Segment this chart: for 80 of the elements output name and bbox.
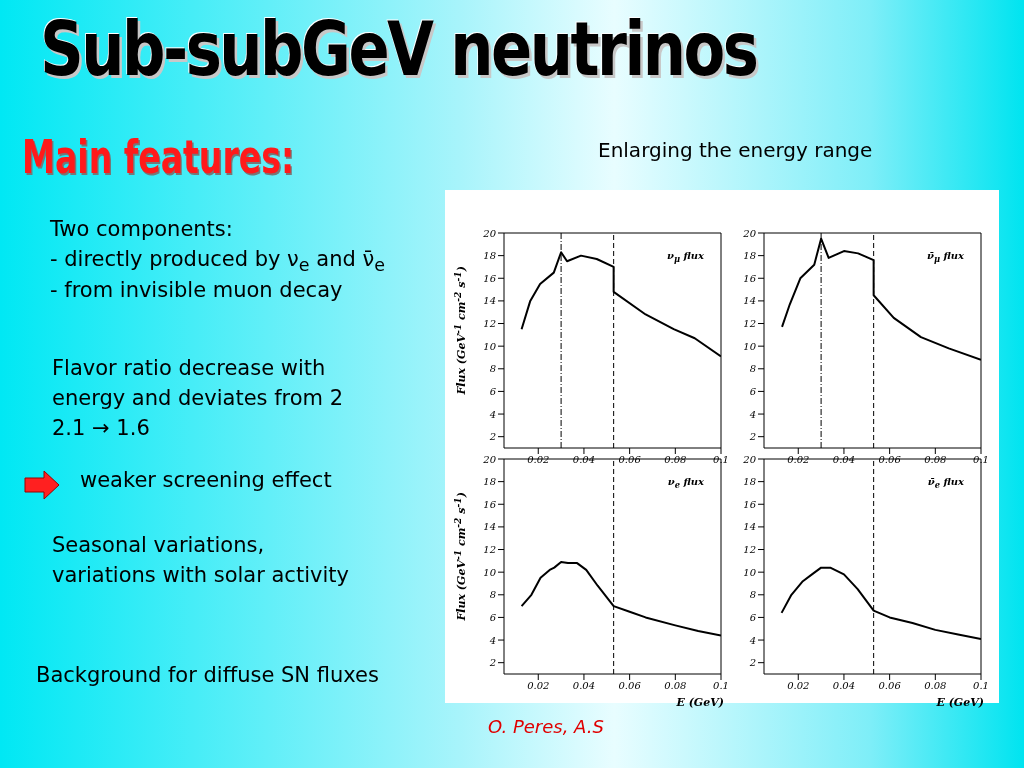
y-tick-label: 8 (489, 363, 496, 375)
text: energy and deviates from 2 (52, 386, 344, 410)
y-tick-label: 12 (743, 544, 756, 556)
y-tick-label: 16 (483, 498, 497, 510)
x-tick-label: 0.02 (787, 454, 810, 466)
y-tick-label: 10 (483, 566, 497, 578)
y-tick-label: 18 (743, 476, 756, 488)
text: Enlarging the energy range (598, 138, 873, 162)
y-tick-label: 14 (483, 295, 496, 307)
y-tick-label: 16 (483, 272, 497, 284)
y-tick-label: 10 (743, 340, 757, 352)
annotation: ν$_{μ}$ flux (666, 250, 704, 264)
x-tick-label: 0.04 (832, 680, 856, 692)
text: O. Peres, A.S (488, 716, 604, 737)
y-tick-label: 20 (742, 227, 757, 239)
y-tick-label: 14 (743, 295, 756, 307)
x-axis-title: E (GeV) (676, 696, 724, 709)
y-tick-label: 14 (743, 521, 756, 533)
y-tick-label: 4 (488, 634, 496, 646)
annotation: ν̄$_{e}$ flux (927, 476, 964, 490)
text: Background for diffuse SN fluxes (36, 663, 379, 687)
x-tick-label: 0.06 (618, 680, 642, 692)
x-tick-label: 0.06 (618, 454, 642, 466)
y-tick-label: 20 (482, 453, 497, 465)
text: Flavor ratio decrease with (52, 356, 326, 380)
y-tick-label: 20 (482, 227, 497, 239)
y-tick-label: 12 (483, 318, 496, 330)
y-tick-label: 8 (749, 363, 756, 375)
y-tick-label: 16 (743, 272, 757, 284)
y-tick-label: 8 (749, 589, 756, 601)
y-tick-label: 6 (489, 385, 497, 397)
y-tick-label: 14 (483, 521, 496, 533)
x-tick-label: 0.08 (924, 454, 947, 466)
y-tick-label: 2 (488, 431, 496, 443)
x-tick-label: 0.04 (572, 454, 596, 466)
y-tick-label: 20 (742, 453, 757, 465)
y-tick-label: 6 (749, 611, 757, 623)
y-tick-label: 2 (748, 431, 756, 443)
x-tick-label: 0.08 (924, 680, 947, 692)
x-tick-label: 0.02 (787, 680, 810, 692)
y-tick-label: 8 (489, 589, 496, 601)
x-tick-label: 0.06 (878, 454, 902, 466)
y-tick-label: 6 (749, 385, 757, 397)
y-tick-label: 2 (488, 657, 496, 669)
x-tick-label: 0.1 (973, 680, 989, 692)
y-tick-label: 12 (483, 544, 496, 556)
text: variations with solar activity (52, 563, 349, 587)
x-tick-label: 0.04 (832, 454, 856, 466)
y-tick-label: 10 (743, 566, 757, 578)
x-tick-label: 0.08 (664, 680, 687, 692)
y-tick-label: 10 (483, 340, 497, 352)
text: weaker screening effect (80, 468, 332, 492)
y-tick-label: 4 (488, 408, 496, 420)
text: Sub-subGeV neutrinos (40, 6, 757, 92)
y-tick-label: 18 (743, 250, 756, 262)
x-tick-label: 0.08 (664, 454, 687, 466)
text: Main features: (22, 130, 295, 184)
y-tick-label: 16 (743, 498, 757, 510)
x-tick-label: 0.06 (878, 680, 902, 692)
text: Two components: (50, 217, 233, 241)
x-tick-label: 0.1 (713, 680, 729, 692)
x-tick-label: 0.02 (527, 454, 550, 466)
y-tick-label: 6 (489, 611, 497, 623)
x-tick-label: 0.1 (713, 454, 729, 466)
y-tick-label: 4 (748, 408, 756, 420)
text: 2.1 → 1.6 (52, 416, 150, 440)
y-tick-label: 18 (483, 250, 496, 262)
x-tick-label: 0.04 (572, 680, 596, 692)
y-tick-label: 12 (743, 318, 756, 330)
x-tick-label: 0.1 (973, 454, 989, 466)
y-tick-label: 2 (748, 657, 756, 669)
annotation: ν$_{e}$ flux (667, 476, 704, 490)
text: - from invisible muon decay (50, 278, 343, 302)
y-tick-label: 18 (483, 476, 496, 488)
x-tick-label: 0.02 (527, 680, 550, 692)
annotation: ν̄$_{μ}$ flux (926, 250, 964, 264)
text: - directly produced by ν$_{e}$ and ν̄$_{e}$ (50, 247, 386, 276)
x-axis-title: E (GeV) (936, 696, 984, 709)
y-tick-label: 4 (748, 634, 756, 646)
text: Seasonal variations, (52, 533, 265, 557)
